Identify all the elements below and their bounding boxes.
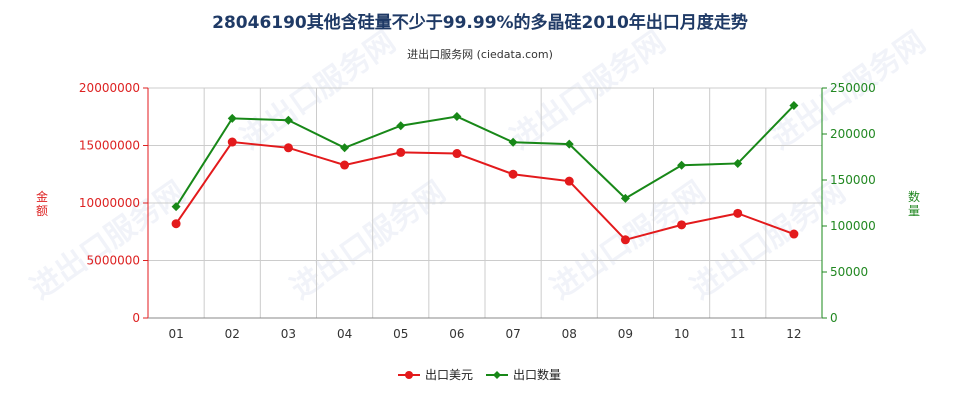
data-point-export-usd bbox=[789, 229, 799, 239]
x-tick-label: 08 bbox=[562, 327, 577, 341]
y-axis-left-label: 金额 bbox=[35, 190, 48, 218]
y-axis-right-label: 数量 bbox=[907, 190, 920, 218]
y-right-tick-label: 150000 bbox=[830, 173, 876, 187]
x-tick-label: 03 bbox=[281, 327, 296, 341]
y-right-tick-label: 50000 bbox=[830, 265, 868, 279]
data-point-export-quantity bbox=[340, 143, 350, 153]
data-point-export-usd bbox=[171, 219, 181, 229]
watermark-text: 进出口服务网 bbox=[235, 25, 403, 157]
y-left-tick-label: 0 bbox=[132, 311, 140, 325]
x-tick-label: 05 bbox=[393, 327, 408, 341]
x-tick-label: 02 bbox=[225, 327, 240, 341]
data-point-export-usd bbox=[508, 169, 518, 179]
data-point-export-quantity bbox=[227, 113, 237, 123]
data-point-export-usd bbox=[452, 149, 462, 159]
y-left-tick-label: 20000000 bbox=[79, 81, 140, 95]
y-left-tick-label: 5000000 bbox=[87, 254, 140, 268]
chart-title: 28046190其他含硅量不少于99.99%的多晶硅2010年出口月度走势 bbox=[212, 13, 748, 33]
y-left-tick-label: 10000000 bbox=[79, 196, 140, 210]
x-tick-label: 06 bbox=[449, 327, 464, 341]
watermark-text: 进出口服务网 bbox=[505, 25, 673, 157]
y-right-tick-label: 200000 bbox=[830, 127, 876, 141]
y-right-tick-label: 0 bbox=[830, 311, 838, 325]
data-point-export-quantity bbox=[452, 112, 462, 122]
data-point-export-quantity bbox=[508, 137, 518, 147]
data-point-export-quantity bbox=[620, 193, 630, 203]
data-point-export-quantity bbox=[677, 160, 687, 170]
x-tick-label: 01 bbox=[168, 327, 183, 341]
legend-label-export-quantity: 出口数量 bbox=[513, 367, 561, 382]
data-point-export-usd bbox=[733, 208, 743, 218]
y-left-tick-label: 15000000 bbox=[79, 139, 140, 153]
data-point-export-usd bbox=[340, 160, 350, 170]
data-point-export-usd bbox=[283, 143, 293, 153]
data-point-export-usd bbox=[396, 147, 406, 157]
x-tick-label: 10 bbox=[674, 327, 689, 341]
watermark-text: 进出口服务网 bbox=[25, 175, 193, 307]
data-point-export-usd bbox=[227, 137, 237, 147]
series-line-export-quantity bbox=[175, 104, 795, 208]
data-point-export-quantity bbox=[283, 115, 293, 125]
data-point-export-usd bbox=[620, 235, 630, 245]
chart-subtitle: 进出口服务网 (ciedata.com) bbox=[407, 48, 553, 61]
data-point-export-usd bbox=[677, 220, 687, 230]
x-tick-label: 04 bbox=[337, 327, 352, 341]
series-line-export-usd bbox=[175, 140, 795, 241]
legend-marker-export-usd bbox=[405, 371, 413, 379]
x-tick-label: 09 bbox=[618, 327, 633, 341]
y-right-tick-label: 100000 bbox=[830, 219, 876, 233]
x-tick-label: 12 bbox=[786, 327, 801, 341]
data-point-export-quantity bbox=[171, 202, 181, 212]
data-point-export-quantity bbox=[733, 158, 743, 168]
data-point-export-quantity bbox=[789, 100, 799, 110]
x-tick-label: 11 bbox=[730, 327, 745, 341]
x-tick-label: 07 bbox=[505, 327, 520, 341]
legend-marker-export-quantity bbox=[493, 371, 501, 379]
data-point-export-usd bbox=[564, 176, 574, 186]
data-point-export-quantity bbox=[564, 139, 574, 149]
data-point-export-quantity bbox=[396, 121, 406, 131]
y-right-tick-label: 250000 bbox=[830, 81, 876, 95]
legend-label-export-usd: 出口美元 bbox=[425, 368, 473, 382]
watermark-text: 进出口服务网 bbox=[285, 175, 453, 307]
